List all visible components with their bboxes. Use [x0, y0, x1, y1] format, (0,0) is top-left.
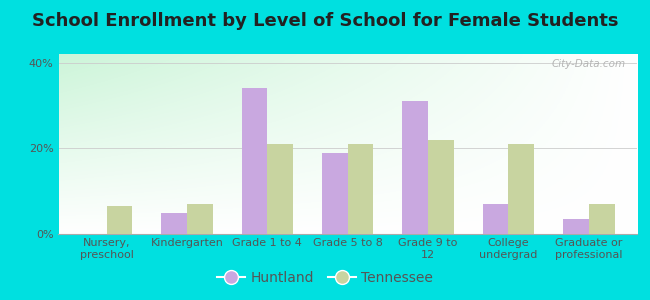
Bar [563, 219, 589, 234]
Legend: Huntland, Tennessee: Huntland, Tennessee [211, 265, 439, 290]
Bar [589, 204, 614, 234]
Bar [322, 153, 348, 234]
Bar [508, 144, 534, 234]
Bar [348, 144, 374, 234]
Bar [187, 204, 213, 234]
Bar [107, 206, 133, 234]
Bar [267, 144, 293, 234]
Bar [483, 204, 508, 234]
Bar [242, 88, 267, 234]
Text: City-Data.com: City-Data.com [551, 59, 625, 69]
Bar [161, 213, 187, 234]
Bar [428, 140, 454, 234]
Text: School Enrollment by Level of School for Female Students: School Enrollment by Level of School for… [32, 12, 618, 30]
Bar [402, 101, 428, 234]
